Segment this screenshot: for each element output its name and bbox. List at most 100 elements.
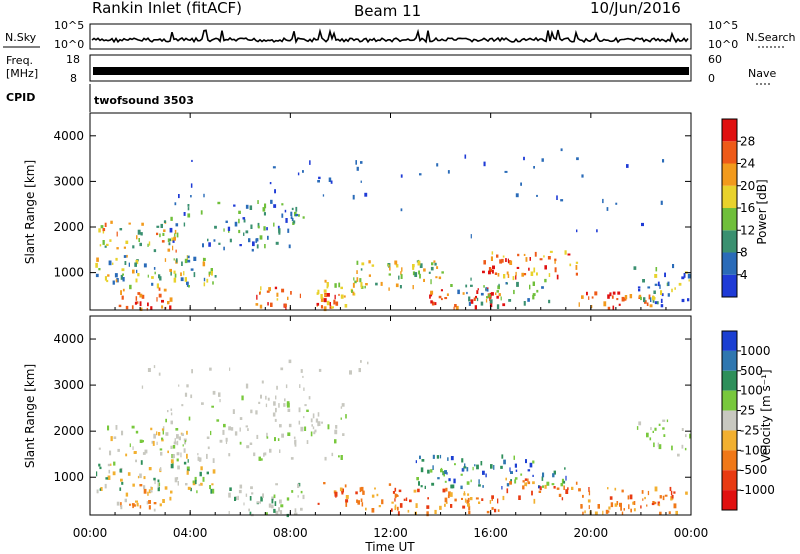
heatmap-cell: [488, 270, 491, 275]
heatmap-cell: [276, 298, 279, 301]
y-tick-label: 2000: [53, 424, 84, 438]
heatmap-cell: [156, 431, 158, 436]
heatmap-cell: [527, 469, 531, 472]
heatmap-cell: [687, 298, 690, 302]
heatmap-cell: [466, 499, 469, 504]
heatmap-cell: [490, 256, 493, 261]
heatmap-cell: [159, 276, 162, 281]
heatmap-cell: [571, 486, 574, 490]
heatmap-cell: [430, 266, 434, 271]
heatmap-cell: [131, 425, 135, 429]
heatmap-cell: [158, 287, 161, 291]
heatmap-cell: [278, 228, 281, 233]
heatmap-cell: [633, 266, 637, 270]
heatmap-cell: [288, 359, 292, 364]
heatmap-cell: [638, 288, 641, 292]
heatmap-cell: [176, 232, 179, 238]
heatmap-cell: [507, 258, 509, 263]
heatmap-cell: [681, 428, 684, 431]
heatmap-cell: [188, 285, 190, 288]
heatmap-cell: [473, 297, 476, 301]
heatmap-cell: [104, 483, 107, 489]
heatmap-cell: [211, 405, 214, 408]
heatmap-cell: [430, 469, 433, 473]
heatmap-cell: [132, 245, 135, 249]
heatmap-cell: [678, 282, 682, 286]
heatmap-cell: [274, 418, 277, 422]
freq-left-tick-bottom: 8: [70, 72, 77, 85]
heatmap-cell: [95, 262, 98, 268]
colorbar-tick-label: -25: [740, 423, 760, 437]
heatmap-cell: [447, 457, 449, 461]
heatmap-cell: [656, 301, 659, 305]
heatmap-cell: [129, 284, 132, 290]
heatmap-cell: [172, 245, 174, 251]
heatmap-cell: [181, 404, 184, 407]
heatmap-cell: [256, 238, 259, 242]
heatmap-cell: [112, 471, 116, 476]
heatmap-cell: [238, 218, 240, 224]
heatmap-cell: [324, 279, 327, 283]
colorbar-swatch: [722, 350, 737, 371]
heatmap-cell: [389, 266, 391, 271]
heatmap-cell: [153, 477, 156, 481]
heatmap-cell: [416, 477, 419, 481]
heatmap-cell: [304, 404, 307, 407]
heatmap-cell: [524, 482, 527, 486]
heatmap-cell: [432, 454, 435, 459]
heatmap-cell: [300, 507, 303, 511]
y-tick-label: 4000: [53, 129, 84, 143]
heatmap-cell: [644, 496, 646, 500]
heatmap-cell: [334, 439, 337, 444]
heatmap-cell: [525, 459, 527, 464]
heatmap-cell: [300, 369, 303, 373]
heatmap-cell: [334, 294, 336, 300]
heatmap-cell: [615, 202, 618, 205]
heatmap-cell: [436, 455, 439, 459]
heatmap-cell: [533, 498, 536, 504]
heatmap-cell: [506, 282, 508, 285]
heatmap-cell: [352, 282, 355, 288]
heatmap-cell: [441, 271, 444, 274]
heatmap-cell: [169, 496, 172, 501]
heatmap-cell: [263, 452, 265, 457]
heatmap-cell: [170, 412, 173, 416]
heatmap-cell: [172, 240, 175, 243]
heatmap-cell: [206, 278, 209, 283]
heatmap-cell: [415, 460, 417, 464]
heatmap-cell: [326, 293, 330, 297]
heatmap-cell: [286, 401, 290, 406]
heatmap-cell: [150, 490, 153, 493]
heatmap-cell: [295, 214, 297, 217]
heatmap-cell: [482, 270, 485, 274]
heatmap-cell: [563, 480, 566, 484]
colorbar-swatch: [722, 470, 737, 491]
heatmap-cell: [364, 285, 366, 289]
heatmap-cell: [345, 414, 347, 419]
heatmap-cell: [565, 475, 567, 481]
heatmap-cell: [208, 271, 211, 275]
heatmap-cell: [362, 490, 365, 495]
heatmap-cell: [174, 202, 177, 206]
heatmap-cell: [129, 503, 131, 506]
heatmap-cell: [685, 491, 688, 495]
heatmap-cell: [245, 230, 249, 234]
heatmap-cell: [340, 286, 343, 290]
heatmap-cell: [486, 510, 490, 514]
heatmap-cell: [317, 502, 320, 505]
heatmap-cell: [162, 429, 164, 435]
heatmap-cell: [513, 289, 515, 295]
heatmap-cell: [355, 491, 358, 495]
heatmap-cell: [528, 267, 530, 271]
heatmap-cell: [374, 487, 376, 490]
heatmap-cell: [184, 258, 188, 264]
heatmap-cell: [397, 511, 400, 516]
heatmap-cell: [681, 298, 685, 303]
heatmap-cell: [214, 275, 217, 278]
heatmap-cell: [110, 220, 113, 224]
heatmap-cell: [274, 501, 277, 506]
heatmap-cell: [206, 436, 210, 439]
heatmap-cell: [194, 479, 197, 485]
heatmap-cell: [150, 427, 153, 431]
heatmap-cell: [141, 222, 144, 226]
